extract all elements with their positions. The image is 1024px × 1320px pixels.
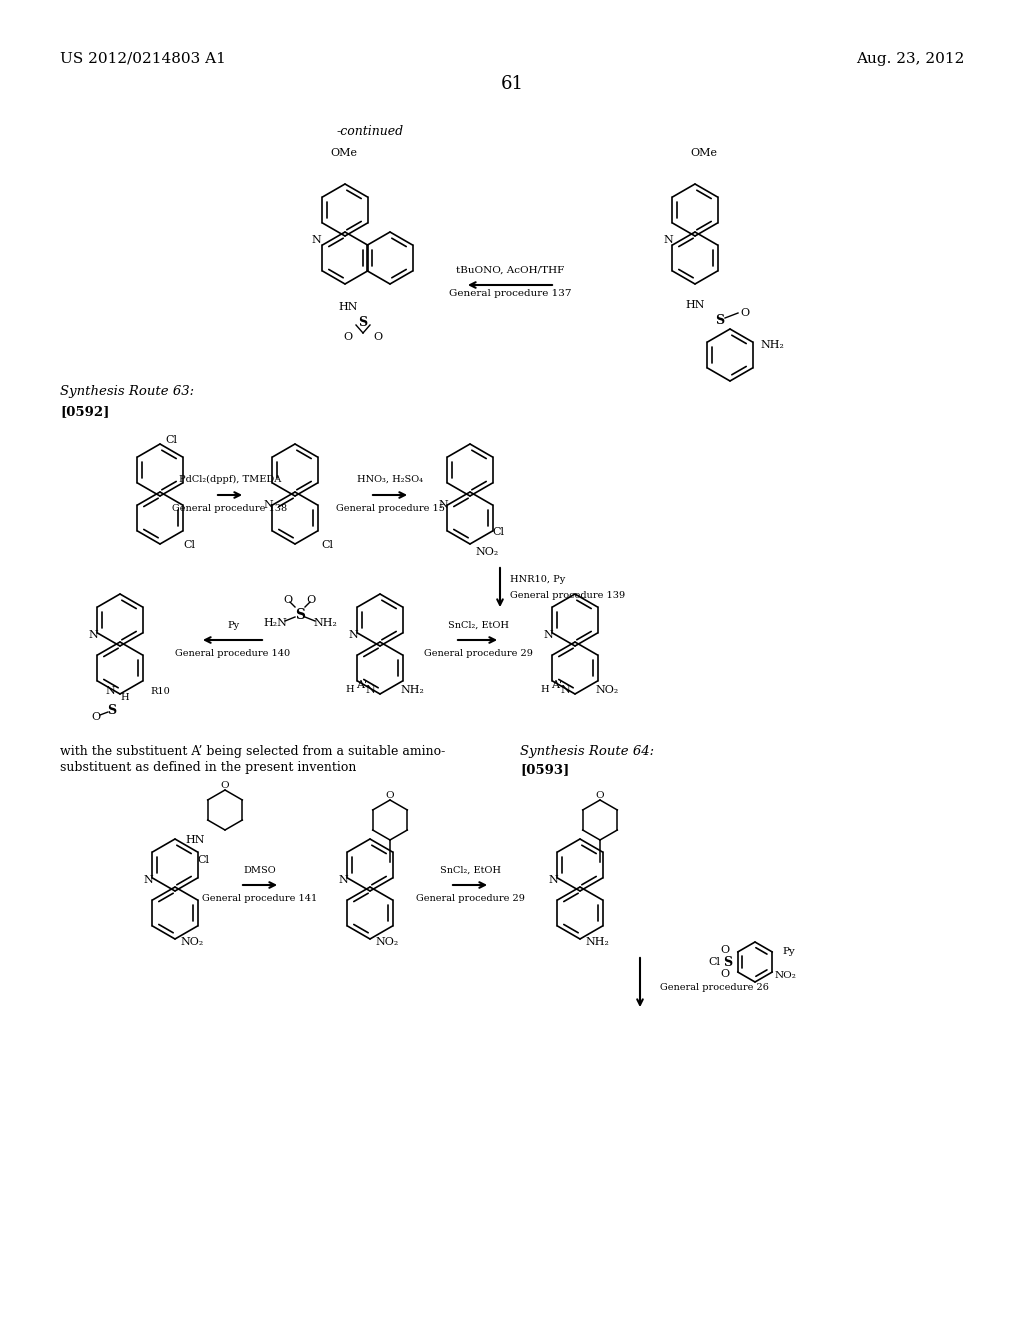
Text: O: O	[343, 333, 352, 342]
Text: HN: HN	[338, 302, 357, 312]
Text: NH₂: NH₂	[400, 685, 424, 696]
Text: General procedure 29: General procedure 29	[416, 894, 524, 903]
Text: Py: Py	[782, 948, 795, 957]
Text: N: N	[560, 685, 570, 696]
Text: A': A'	[356, 680, 368, 690]
Text: General procedure 29: General procedure 29	[424, 649, 532, 657]
Text: NO₂: NO₂	[180, 937, 203, 946]
Text: NO₂: NO₂	[475, 546, 499, 557]
Text: HN: HN	[185, 836, 205, 845]
Text: N: N	[338, 875, 348, 884]
Text: NO₂: NO₂	[775, 970, 797, 979]
Text: O: O	[91, 711, 100, 722]
Text: OMe: OMe	[690, 148, 717, 158]
Text: Cl: Cl	[197, 855, 209, 865]
Text: O: O	[221, 781, 229, 791]
Text: S: S	[358, 317, 368, 330]
Text: O: O	[386, 792, 394, 800]
Text: N: N	[366, 685, 375, 696]
Text: PdCl₂(dppf), TMEDA: PdCl₂(dppf), TMEDA	[179, 475, 282, 484]
Text: N: N	[543, 630, 553, 640]
Text: N: N	[664, 235, 673, 246]
Text: N: N	[263, 500, 272, 510]
Text: Aug. 23, 2012: Aug. 23, 2012	[856, 51, 964, 66]
Text: Cl: Cl	[321, 540, 333, 550]
Text: N: N	[438, 500, 447, 510]
Text: DMSO: DMSO	[244, 866, 276, 875]
Text: Py: Py	[227, 620, 239, 630]
Text: Cl: Cl	[165, 436, 177, 445]
Text: NO₂: NO₂	[595, 685, 618, 696]
Text: S: S	[108, 704, 117, 717]
Text: SnCl₂, EtOH: SnCl₂, EtOH	[447, 620, 509, 630]
Text: A': A'	[552, 680, 562, 690]
Text: HNR10, Py: HNR10, Py	[510, 576, 565, 585]
Text: OMe: OMe	[330, 148, 357, 158]
Text: 61: 61	[501, 75, 523, 92]
Text: Cl: Cl	[183, 540, 195, 550]
Text: O: O	[374, 333, 383, 342]
Text: tBuONO, AcOH/THF: tBuONO, AcOH/THF	[456, 267, 564, 275]
Text: O: O	[721, 945, 729, 954]
Text: H: H	[121, 693, 129, 701]
Text: N: N	[311, 235, 321, 246]
Text: NH₂: NH₂	[760, 341, 784, 350]
Text: [0592]: [0592]	[60, 405, 110, 418]
Text: NH₂: NH₂	[313, 618, 337, 628]
Text: General procedure 137: General procedure 137	[449, 289, 571, 298]
Text: General procedure 140: General procedure 140	[175, 649, 291, 657]
Text: Synthesis Route 63:: Synthesis Route 63:	[60, 385, 195, 399]
Text: Cl: Cl	[708, 957, 720, 968]
Text: substituent as defined in the present invention: substituent as defined in the present in…	[60, 762, 356, 774]
Text: General procedure 26: General procedure 26	[660, 983, 769, 993]
Text: S: S	[716, 314, 725, 326]
Text: with the substituent A’ being selected from a suitable amino-: with the substituent A’ being selected f…	[60, 744, 445, 758]
Text: S: S	[723, 956, 732, 969]
Text: Synthesis Route 64:: Synthesis Route 64:	[520, 744, 654, 758]
Text: O: O	[721, 969, 729, 979]
Text: N: N	[548, 875, 558, 884]
Text: N: N	[105, 686, 115, 696]
Text: US 2012/0214803 A1: US 2012/0214803 A1	[60, 51, 226, 66]
Text: O    O: O O	[284, 595, 316, 605]
Text: -continued: -continued	[337, 125, 403, 139]
Text: General procedure 141: General procedure 141	[203, 894, 317, 903]
Text: HNO₃, H₂SO₄: HNO₃, H₂SO₄	[357, 475, 423, 484]
Text: General procedure 138: General procedure 138	[172, 504, 288, 513]
Text: N: N	[348, 630, 357, 640]
Text: H: H	[346, 685, 354, 694]
Text: N: N	[88, 630, 98, 640]
Text: N: N	[143, 875, 153, 884]
Text: HN: HN	[685, 300, 705, 310]
Text: General procedure 139: General procedure 139	[510, 590, 625, 599]
Text: O: O	[740, 308, 750, 318]
Text: R10: R10	[150, 686, 170, 696]
Text: S: S	[295, 609, 305, 622]
Text: O: O	[596, 792, 604, 800]
Text: H₂N: H₂N	[263, 618, 287, 628]
Text: NO₂: NO₂	[375, 937, 398, 946]
Text: [0593]: [0593]	[520, 763, 569, 776]
Text: NH₂: NH₂	[585, 937, 609, 946]
Text: SnCl₂, EtOH: SnCl₂, EtOH	[439, 866, 501, 875]
Text: General procedure 15: General procedure 15	[336, 504, 444, 513]
Text: H: H	[541, 685, 549, 694]
Text: Cl: Cl	[492, 527, 504, 537]
